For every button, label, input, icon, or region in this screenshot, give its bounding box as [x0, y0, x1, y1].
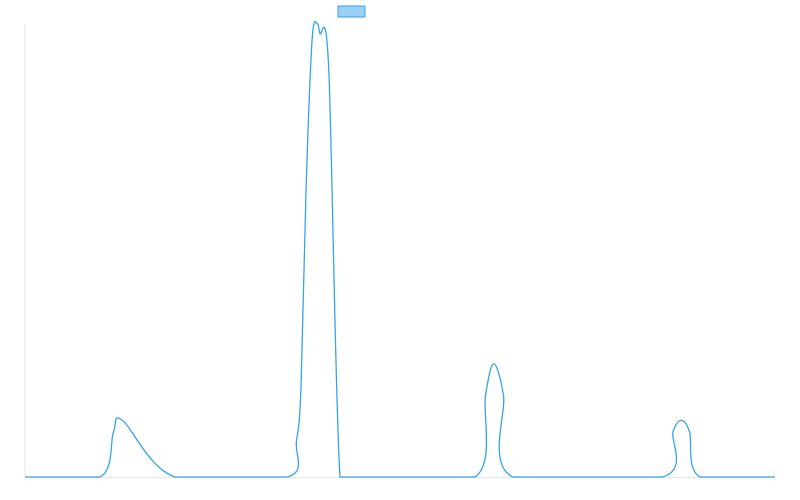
legend-swatch[interactable] — [337, 5, 366, 18]
series-line-0[interactable] — [25, 20, 776, 478]
plot-area — [25, 20, 776, 478]
chart-legend[interactable] — [337, 5, 366, 18]
